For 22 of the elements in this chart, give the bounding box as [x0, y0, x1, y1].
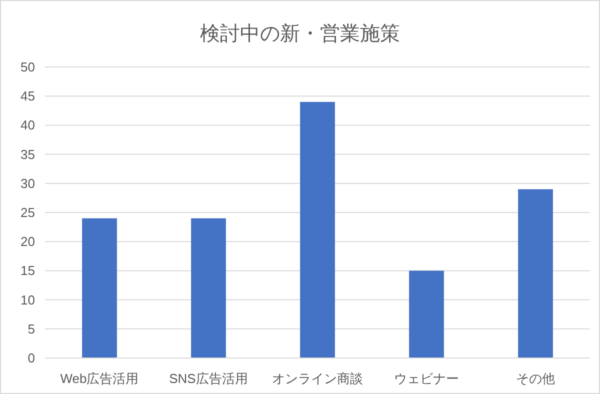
- bar: [518, 189, 553, 358]
- chart-title: 検討中の新・営業施策: [200, 23, 400, 45]
- x-tick-label: その他: [516, 371, 555, 386]
- y-tick-label: 50: [20, 60, 35, 74]
- y-tick-label: 15: [20, 263, 35, 278]
- x-tick-label: ウェビナー: [394, 371, 459, 386]
- x-tick-label: オンライン商談: [272, 371, 363, 386]
- y-tick-label: 30: [20, 176, 35, 191]
- y-tick-label: 40: [20, 118, 35, 133]
- x-tick-label: Web広告活用: [60, 371, 139, 386]
- y-tick-label: 25: [20, 205, 35, 220]
- bar: [300, 102, 335, 358]
- x-tick-label: SNS広告活用: [169, 371, 248, 386]
- y-tick-label: 20: [20, 234, 35, 250]
- y-tick-label: 45: [20, 88, 35, 104]
- y-tick-label: 10: [20, 292, 35, 308]
- bar: [409, 270, 444, 358]
- bar: [191, 218, 226, 358]
- y-tick-label: 0: [28, 350, 35, 366]
- y-tick-label: 5: [28, 321, 35, 336]
- y-tick-label: 35: [20, 146, 35, 162]
- bar: [82, 218, 117, 358]
